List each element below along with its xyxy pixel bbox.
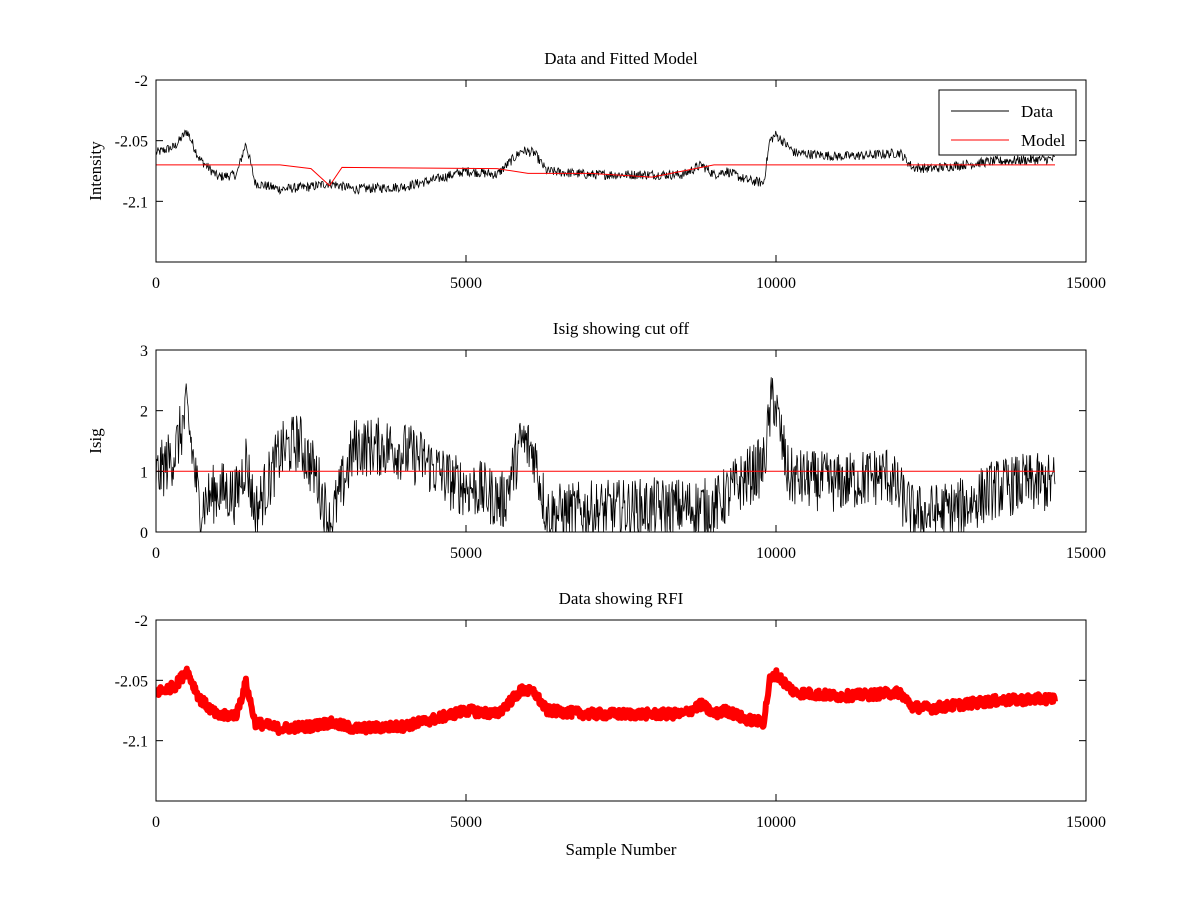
x-tick-label: 10000 bbox=[756, 275, 796, 292]
x-tick-label: 0 bbox=[152, 275, 160, 292]
y-tick-label: 2 bbox=[140, 404, 148, 421]
panel-3: Data showing RFI 0 5000 10000 15000 -2 -2.05 -2… bbox=[115, 589, 1106, 859]
x-tick-label: 10000 bbox=[756, 814, 796, 831]
axes-box bbox=[155, 619, 1087, 802]
series-line bbox=[156, 129, 1056, 195]
panel-1: Data and Fitted Model 0 5000 10000 15000 -2 -2… bbox=[86, 49, 1106, 292]
series-rfi bbox=[156, 665, 1058, 736]
x-tick-label: 5000 bbox=[450, 814, 482, 831]
y-tick-label: -2.05 bbox=[115, 673, 148, 690]
y-axis-label: Isig bbox=[86, 428, 105, 454]
legend: Data Model bbox=[938, 89, 1077, 156]
y-tick-label: 1 bbox=[140, 464, 148, 481]
y-tick-label: -2 bbox=[135, 613, 148, 630]
axes-box bbox=[155, 79, 1087, 263]
y-tick-label: 0 bbox=[140, 525, 148, 542]
x-tick-label: 0 bbox=[152, 814, 160, 831]
x-tick-label: 0 bbox=[152, 545, 160, 562]
axes-box bbox=[155, 349, 1087, 533]
y-axis-label: Intensity bbox=[86, 141, 105, 201]
series-model bbox=[156, 164, 1055, 187]
x-axis-label: Sample Number bbox=[566, 840, 677, 859]
chart-title: Data and Fitted Model bbox=[544, 49, 698, 68]
legend-label: Data bbox=[1021, 102, 1054, 121]
x-tick-label: 5000 bbox=[450, 275, 482, 292]
x-tick-label: 15000 bbox=[1066, 814, 1106, 831]
y-tick-label: 3 bbox=[140, 343, 148, 360]
legend-label: Model bbox=[1021, 131, 1066, 150]
y-tick-label: -2 bbox=[135, 73, 148, 90]
series-line bbox=[156, 377, 1056, 532]
panel-2: Isig showing cut off 0 5000 10000 15000 0 1 2 3 I… bbox=[86, 319, 1106, 562]
series-data bbox=[156, 129, 1056, 195]
x-tick-label: 15000 bbox=[1066, 275, 1106, 292]
legend-box bbox=[938, 89, 1077, 156]
x-tick-label: 10000 bbox=[756, 545, 796, 562]
series-line bbox=[156, 164, 1055, 187]
series-markers bbox=[156, 665, 1058, 736]
chart-title: Data showing RFI bbox=[559, 589, 684, 608]
y-tick-label: -2.1 bbox=[123, 734, 148, 751]
y-tick-label: -2.05 bbox=[115, 134, 148, 151]
series-isig bbox=[156, 377, 1056, 532]
x-tick-label: 15000 bbox=[1066, 545, 1106, 562]
chart-title: Isig showing cut off bbox=[553, 319, 689, 338]
x-tick-label: 5000 bbox=[450, 545, 482, 562]
y-tick-label: -2.1 bbox=[123, 194, 148, 211]
